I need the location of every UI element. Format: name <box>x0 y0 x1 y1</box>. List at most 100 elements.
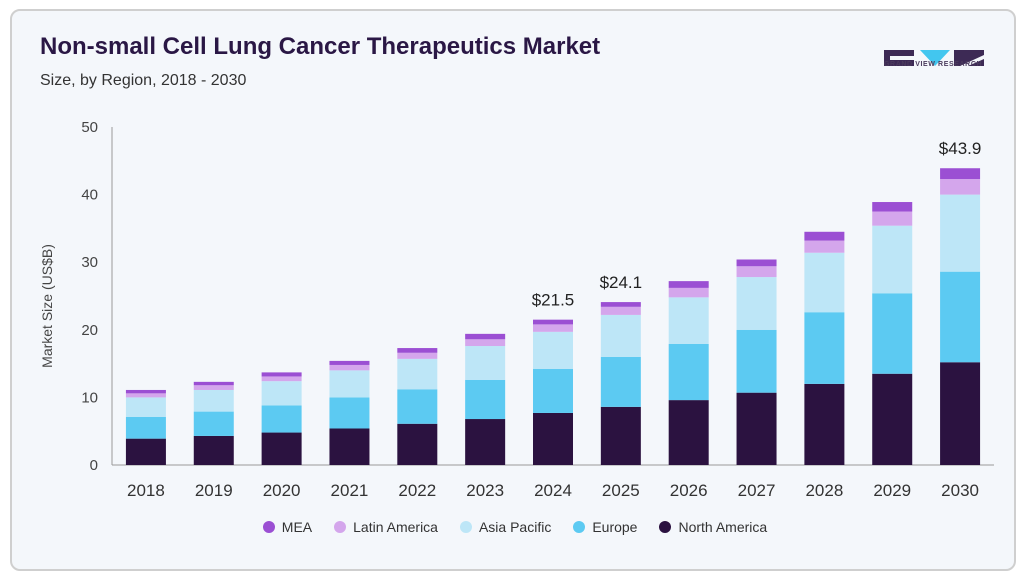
bar-europe-2027 <box>736 329 777 393</box>
legend-label: Asia Pacific <box>478 519 552 535</box>
bar-latin-america-2025 <box>600 306 641 315</box>
logo-text: GRAND VIEW RESEARCH <box>884 61 983 68</box>
y-axis-label: Market Size (US$B) <box>39 244 55 368</box>
bar-mea-2022 <box>397 348 438 353</box>
bar-mea-2029 <box>872 202 913 212</box>
bar-north-america-2018 <box>125 438 166 465</box>
bar-asia-pacific-2028 <box>804 252 845 313</box>
bar-asia-pacific-2021 <box>329 370 370 398</box>
bar-mea-2021 <box>329 360 370 365</box>
grand-view-research-logo <box>884 50 984 66</box>
bar-latin-america-2030 <box>940 179 981 195</box>
legend-swatch <box>659 521 672 533</box>
legend-item-latin-america: Latin America <box>334 519 438 535</box>
bar-north-america-2029 <box>872 373 913 465</box>
legend-swatch <box>459 521 472 533</box>
bar-asia-pacific-2030 <box>940 194 981 272</box>
bar-europe-2026 <box>668 343 709 401</box>
bar-europe-2022 <box>397 389 438 424</box>
bar-asia-pacific-2027 <box>736 277 777 330</box>
legend-swatch <box>334 521 347 533</box>
bar-europe-2025 <box>600 356 641 407</box>
bar-latin-america-2021 <box>329 364 370 371</box>
bar-mea-2020 <box>261 372 302 377</box>
legend-label: North America <box>678 519 768 535</box>
x-tick-label: 2019 <box>195 481 233 500</box>
y-tick-label: 0 <box>90 457 98 474</box>
bar-north-america-2026 <box>668 400 709 465</box>
total-value-label: $43.9 <box>939 139 982 158</box>
bar-latin-america-2028 <box>804 240 845 253</box>
bar-mea-2027 <box>736 259 777 267</box>
bar-north-america-2030 <box>940 362 981 465</box>
y-tick-label: 10 <box>81 389 98 406</box>
bar-europe-2028 <box>804 312 845 384</box>
x-tick-label: 2025 <box>602 481 640 500</box>
legend-item-north-america: North America <box>659 519 767 535</box>
legend-swatch <box>262 521 275 533</box>
legend-item-asia-pacific: Asia Pacific <box>459 519 552 535</box>
x-tick-label: 2030 <box>941 481 979 500</box>
legend-item-europe: Europe <box>573 519 637 535</box>
legend-label: Europe <box>592 519 638 535</box>
chart-subtitle: Size, by Region, 2018 - 2030 <box>40 72 247 89</box>
y-tick-label: 40 <box>81 187 98 204</box>
bar-mea-2026 <box>668 281 709 288</box>
x-tick-label: 2027 <box>738 481 776 500</box>
total-value-label: $24.1 <box>600 273 643 292</box>
x-tick-label: 2026 <box>670 481 708 500</box>
bar-latin-america-2029 <box>872 211 913 226</box>
legend-label: MEA <box>281 519 313 535</box>
chart-card: Non-small Cell Lung Cancer Therapeutics … <box>10 9 1016 571</box>
bar-mea-2030 <box>940 168 981 180</box>
bar-mea-2024 <box>533 319 573 325</box>
bar-north-america-2019 <box>193 435 234 465</box>
legend-label: Latin America <box>353 519 438 535</box>
bar-north-america-2025 <box>600 406 641 465</box>
bar-mea-2023 <box>465 333 506 340</box>
x-tick-label: 2029 <box>873 481 911 500</box>
bar-latin-america-2023 <box>465 339 506 347</box>
y-tick-label: 50 <box>81 119 98 136</box>
chart-title: Non-small Cell Lung Cancer Therapeutics … <box>40 33 601 60</box>
bar-mea-2018 <box>125 389 166 394</box>
bar-north-america-2028 <box>804 383 845 465</box>
bar-europe-2024 <box>533 369 573 413</box>
x-tick-label: 2023 <box>466 481 504 500</box>
bar-asia-pacific-2026 <box>668 297 709 344</box>
x-tick-label: 2021 <box>331 481 369 500</box>
bar-asia-pacific-2022 <box>397 358 438 390</box>
x-tick-label: 2018 <box>127 481 165 500</box>
x-tick-label: 2028 <box>805 481 843 500</box>
bar-north-america-2022 <box>397 423 438 465</box>
bar-north-america-2023 <box>465 419 506 465</box>
bar-latin-america-2022 <box>397 352 438 359</box>
y-tick-label: 30 <box>81 254 98 271</box>
bar-asia-pacific-2023 <box>465 346 506 380</box>
chart-legend: MEA Latin America Asia Pacific Europe North … <box>12 519 1018 535</box>
bar-asia-pacific-2024 <box>533 331 573 370</box>
bar-europe-2020 <box>261 405 302 433</box>
bar-mea-2019 <box>193 381 234 386</box>
bar-north-america-2021 <box>329 428 370 465</box>
bar-latin-america-2027 <box>736 266 777 278</box>
bar-latin-america-2024 <box>533 324 573 332</box>
bar-asia-pacific-2019 <box>193 389 234 412</box>
bar-europe-2030 <box>940 271 981 363</box>
bar-asia-pacific-2025 <box>600 314 641 357</box>
bar-europe-2023 <box>465 379 506 420</box>
bar-asia-pacific-2029 <box>872 225 913 294</box>
bar-north-america-2024 <box>533 412 573 465</box>
bar-latin-america-2018 <box>125 393 166 398</box>
bar-asia-pacific-2018 <box>125 397 166 418</box>
x-tick-label: 2020 <box>263 481 301 500</box>
bar-europe-2019 <box>193 411 234 436</box>
bar-asia-pacific-2020 <box>261 381 302 406</box>
bar-north-america-2020 <box>261 432 302 465</box>
bar-europe-2018 <box>125 417 166 439</box>
y-tick-label: 20 <box>81 322 98 339</box>
bar-mea-2025 <box>600 302 641 307</box>
bar-latin-america-2026 <box>668 287 709 298</box>
bar-mea-2028 <box>804 231 845 241</box>
